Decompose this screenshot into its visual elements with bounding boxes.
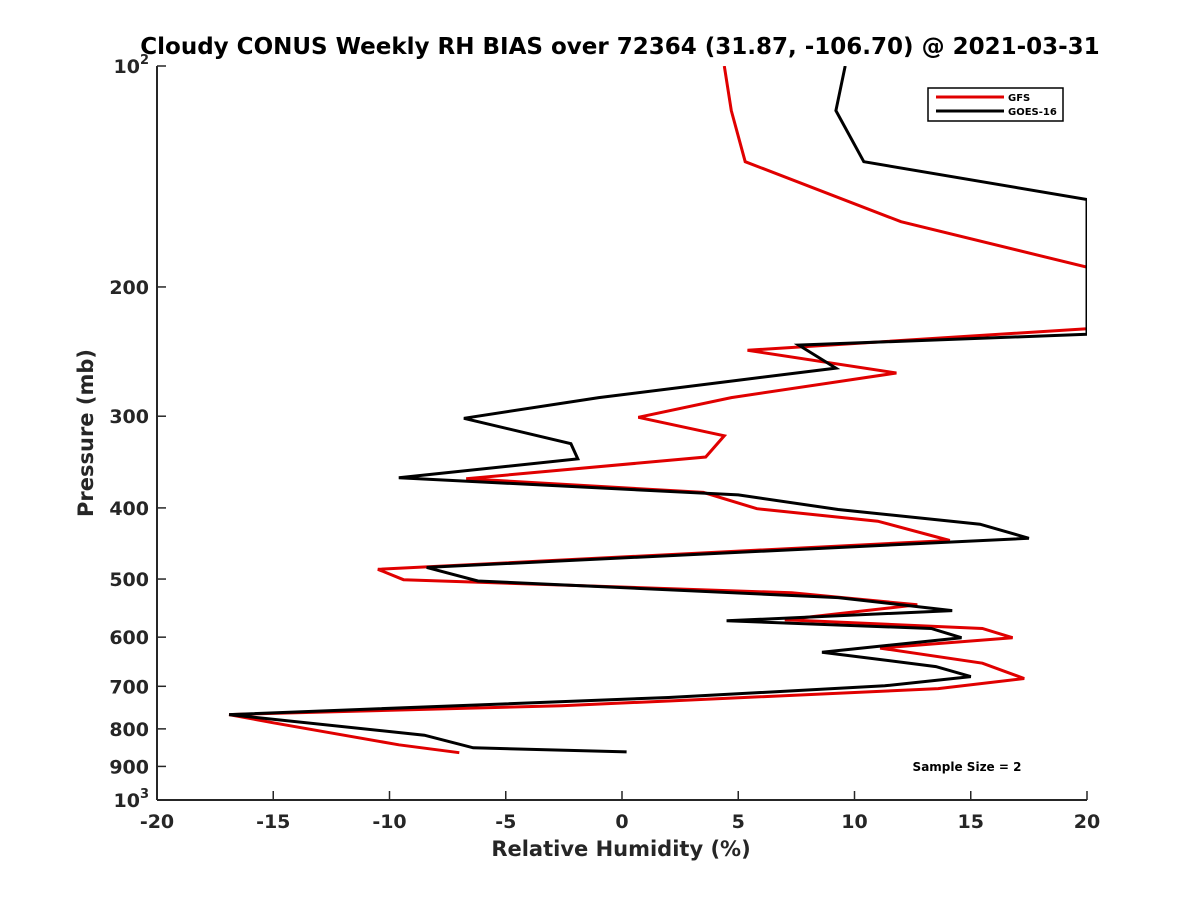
x-tick-label: 0 xyxy=(615,811,628,833)
y-tick-base: 10 xyxy=(114,56,140,78)
y-tick-label: 900 xyxy=(109,756,149,778)
y-tick-label: 400 xyxy=(109,498,149,520)
y-tick-label: 102 xyxy=(114,53,150,78)
x-tick-label: 15 xyxy=(958,811,984,833)
x-tick-label: -10 xyxy=(372,811,406,833)
x-tick-label: -5 xyxy=(495,811,516,833)
y-tick-label: 700 xyxy=(109,676,149,698)
x-axis-label: Relative Humidity (%) xyxy=(491,837,750,861)
x-tick-label: 5 xyxy=(732,811,745,833)
series-layer xyxy=(228,66,1087,755)
sample-size-annotation: Sample Size = 2 xyxy=(913,760,1022,774)
y-axis-label: Pressure (mb) xyxy=(74,349,98,517)
x-tick-label: 10 xyxy=(841,811,867,833)
x-tick-label: -20 xyxy=(140,811,174,833)
y-tick-exponent: 3 xyxy=(140,787,149,802)
legend-box xyxy=(927,87,1064,122)
y-tick-label: 600 xyxy=(109,627,149,649)
x-tick-label: 20 xyxy=(1074,811,1100,833)
y-tick-exponent: 2 xyxy=(140,53,149,68)
y-tick-label: 800 xyxy=(109,719,149,741)
axes-layer: -20 -15 -10 -5 0 5 10 15 20102200300400500600700… xyxy=(109,53,1100,833)
y-tick-label: 103 xyxy=(114,787,150,812)
x-tick-label: -15 xyxy=(256,811,290,833)
legend-label: GFS xyxy=(1008,93,1030,104)
legend: GFS GOES-16 xyxy=(927,87,1064,122)
y-tick-base: 10 xyxy=(114,790,140,812)
series-line-goes-16 xyxy=(228,66,1087,754)
y-tick-label: 500 xyxy=(109,569,149,591)
chart-title: Cloudy CONUS Weekly RH BIAS over 72364 (… xyxy=(140,34,1099,60)
y-tick-label: 200 xyxy=(109,277,149,299)
y-tick-label: 300 xyxy=(109,406,149,428)
legend-label: GOES-16 xyxy=(1008,107,1057,118)
